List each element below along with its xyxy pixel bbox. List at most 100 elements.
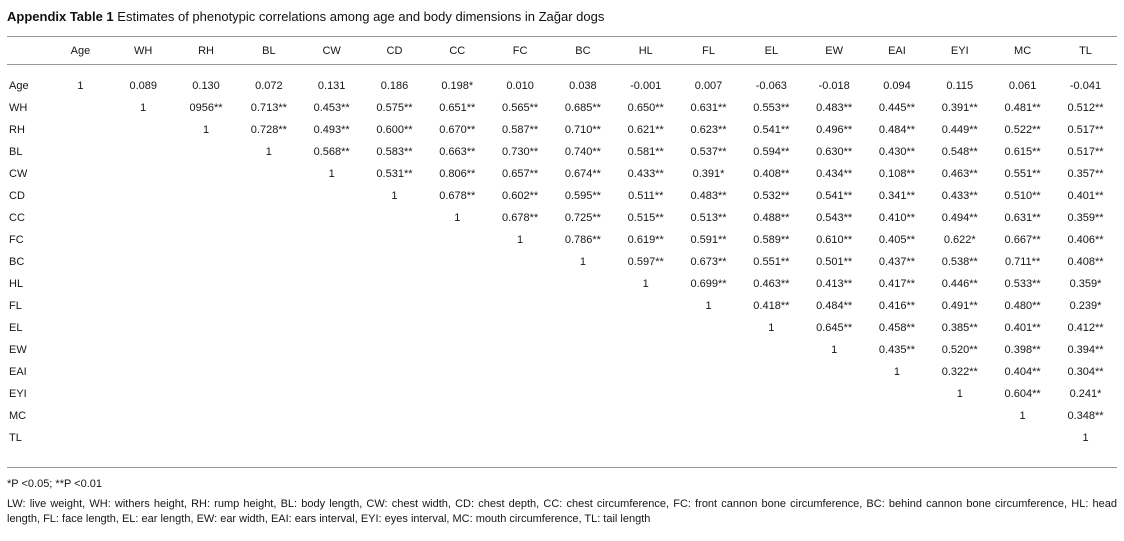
correlation-cell xyxy=(175,427,238,468)
correlation-cell xyxy=(363,295,426,317)
correlation-cell: 0.725** xyxy=(564,212,601,224)
correlation-cell: 0.322** xyxy=(941,366,978,378)
correlation-cell xyxy=(426,251,489,273)
correlation-cell: 0.445** xyxy=(878,102,916,114)
correlation-cell xyxy=(175,185,238,207)
correlation-cell xyxy=(175,383,238,405)
column-header-fl: FL xyxy=(677,36,740,65)
correlation-cell xyxy=(363,317,426,339)
correlation-cell xyxy=(237,427,300,468)
correlation-cell: 0.483** xyxy=(816,102,853,114)
correlation-cell: 0.385** xyxy=(941,322,978,334)
correlation-cell: 0.433** xyxy=(627,168,664,180)
column-header-bl: BL xyxy=(237,36,301,65)
correlation-cell: 1 xyxy=(328,168,335,180)
corner-cell xyxy=(7,36,49,65)
correlation-cell: 0.401** xyxy=(1067,190,1104,202)
correlation-cell: 0.645** xyxy=(816,322,853,334)
correlation-cell: 0.589** xyxy=(753,234,790,246)
correlation-cell: 1 xyxy=(893,366,901,378)
correlation-cell: 0.670** xyxy=(439,124,476,136)
correlation-cell xyxy=(740,427,803,468)
correlation-cell xyxy=(489,317,552,339)
correlation-cell: 0.130 xyxy=(192,80,220,92)
correlation-cell xyxy=(300,317,363,339)
correlation-cell: 0.630** xyxy=(816,146,853,158)
correlation-cell: 0.532** xyxy=(753,190,790,202)
correlation-cell: 0.480** xyxy=(1004,300,1041,312)
correlation-cell xyxy=(237,339,300,361)
row-label: EYI xyxy=(9,388,27,400)
row-label: CW xyxy=(9,168,28,180)
correlation-cell: 0.565** xyxy=(502,102,539,114)
correlation-cell: 0.515** xyxy=(627,212,664,224)
column-header-mc: MC xyxy=(991,36,1054,65)
correlation-cell xyxy=(614,383,677,405)
row-label: TL xyxy=(9,432,22,444)
correlation-cell xyxy=(112,427,175,468)
table-row-bc: BC 1 0.597** 0.673** 0.551** 0.501** 0.437** 0.… xyxy=(7,251,1117,273)
correlation-cell: 0.533** xyxy=(1004,278,1041,290)
correlation-table: Age WH RH BL CW CD CC FC BC HL FL EL EW EAI EYI MC TL Ag… xyxy=(7,36,1117,468)
correlation-cell xyxy=(489,405,552,427)
correlation-cell: 1 xyxy=(454,212,461,224)
correlation-cell: 0.551** xyxy=(1004,168,1041,180)
correlation-cell: 0.241* xyxy=(1069,388,1102,400)
correlation-cell xyxy=(426,317,489,339)
correlation-cell xyxy=(928,405,991,427)
correlation-cell xyxy=(363,427,426,468)
correlation-cell: 0.651** xyxy=(439,102,476,114)
table-row-wh: WH 1 0956** 0.713** 0.453** 0.575** 0.651** 0.5… xyxy=(7,97,1117,119)
correlation-cell: 0.491** xyxy=(941,300,978,312)
correlation-cell xyxy=(49,185,112,207)
correlation-cell: 0.488** xyxy=(753,212,790,224)
correlation-cell: 0.496** xyxy=(816,124,853,136)
correlation-cell: 0.581** xyxy=(627,146,664,158)
correlation-cell: 0.446** xyxy=(941,278,978,290)
correlation-cell: 0.513** xyxy=(690,212,727,224)
correlation-cell: 0.522** xyxy=(1004,124,1041,136)
correlation-cell xyxy=(803,427,866,468)
correlation-cell: 0.663** xyxy=(439,146,476,158)
correlation-cell xyxy=(237,251,300,273)
correlation-cell xyxy=(300,427,363,468)
correlation-cell: 0.094 xyxy=(883,80,911,92)
footnote-abbreviations: LW: live weight, WH: withers height, RH:… xyxy=(7,498,1117,525)
correlation-cell: 0.186 xyxy=(380,80,409,92)
correlation-cell: 0.602** xyxy=(502,190,539,202)
correlation-cell: 0.061 xyxy=(1008,80,1037,92)
correlation-cell: 0.418** xyxy=(753,300,790,312)
correlation-cell: 0.512** xyxy=(1067,102,1104,114)
correlation-cell xyxy=(614,339,677,361)
correlation-cell xyxy=(175,251,238,273)
correlation-cell: 0.786** xyxy=(564,234,601,246)
correlation-cell xyxy=(991,427,1054,468)
table-header-row: Age WH RH BL CW CD CC FC BC HL FL EL EW EAI EYI MC TL xyxy=(7,36,1117,65)
correlation-cell xyxy=(489,251,552,273)
correlation-cell: 0.408** xyxy=(1067,256,1104,268)
correlation-cell: 0.650** xyxy=(627,102,664,114)
correlation-cell: 0.657** xyxy=(502,168,539,180)
correlation-cell: 1 xyxy=(956,388,963,400)
correlation-cell: 0.348** xyxy=(1067,410,1104,422)
correlation-cell: 0.619** xyxy=(627,234,664,246)
table-row-mc: MC 1 0.348** xyxy=(7,405,1117,427)
column-header-age: Age xyxy=(49,36,112,65)
correlation-cell xyxy=(489,295,552,317)
correlation-cell: 0.595** xyxy=(564,190,601,202)
correlation-cell: 0.511** xyxy=(628,190,664,202)
correlation-cell xyxy=(489,273,552,295)
correlation-cell: -0.001 xyxy=(630,80,662,92)
correlation-cell xyxy=(112,383,175,405)
correlation-cell xyxy=(489,339,552,361)
correlation-cell xyxy=(237,295,300,317)
correlation-cell: 0.406** xyxy=(1067,234,1104,246)
correlation-cell xyxy=(112,295,175,317)
table-row-cw: CW 1 0.531** 0.806** 0.657** 0.674** 0.433** 0.… xyxy=(7,163,1117,185)
correlation-cell: 0.359* xyxy=(1069,278,1102,290)
footnotes: *P <0.05; **P <0.01 LW: live weight, WH:… xyxy=(7,477,1117,527)
correlation-cell: 0.341** xyxy=(878,190,916,202)
correlation-cell: 1 xyxy=(705,300,712,312)
correlation-cell xyxy=(426,295,489,317)
correlation-cell: 0.437** xyxy=(878,256,916,268)
